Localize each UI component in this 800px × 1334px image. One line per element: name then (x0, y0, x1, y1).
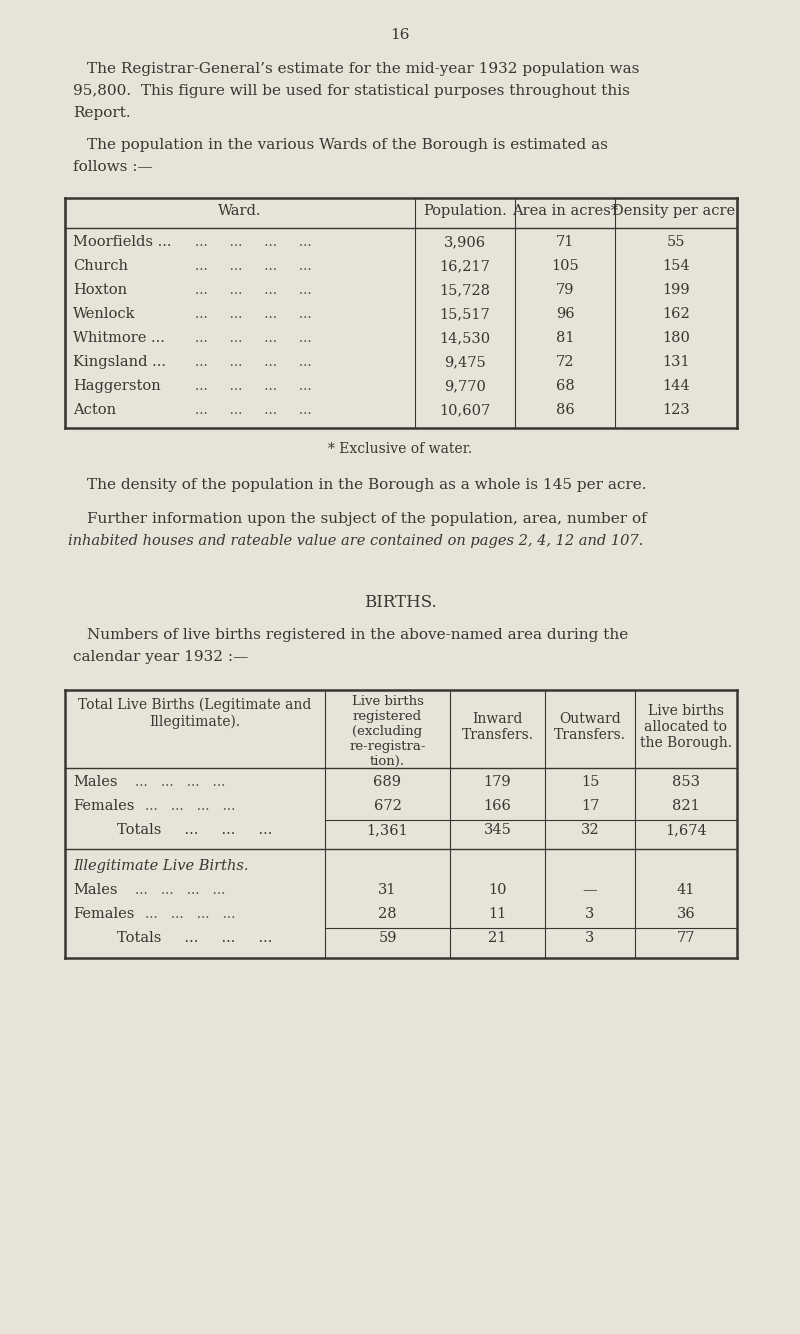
Text: ...     ...     ...     ...: ... ... ... ... (195, 259, 312, 273)
Text: The Registrar-General’s estimate for the mid-year 1932 population was: The Registrar-General’s estimate for the… (87, 61, 639, 76)
Text: 672: 672 (374, 799, 402, 812)
Text: Haggerston: Haggerston (73, 379, 161, 394)
Text: inhabited houses and rateable value are contained on pages 2, 4, 12 and 107.: inhabited houses and rateable value are … (68, 534, 643, 548)
Text: 1,674: 1,674 (665, 823, 707, 836)
Text: 1,361: 1,361 (366, 823, 408, 836)
Text: BIRTHS.: BIRTHS. (364, 594, 436, 611)
Text: ...   ...   ...   ...: ... ... ... ... (145, 799, 235, 812)
Text: 77: 77 (677, 931, 695, 944)
Text: Males: Males (73, 775, 118, 788)
Text: ...     ...     ...     ...: ... ... ... ... (195, 283, 312, 297)
Text: 154: 154 (662, 259, 690, 273)
Text: 72: 72 (556, 355, 574, 370)
Text: Females: Females (73, 907, 134, 920)
Text: 689: 689 (374, 775, 402, 788)
Text: follows :—: follows :— (73, 160, 153, 173)
Text: 96: 96 (556, 307, 574, 321)
Text: Acton: Acton (73, 403, 116, 418)
Text: Males: Males (73, 883, 118, 896)
Text: 86: 86 (556, 403, 574, 418)
Text: 9,475: 9,475 (444, 355, 486, 370)
Text: 180: 180 (662, 331, 690, 346)
Text: 17: 17 (581, 799, 599, 812)
Text: Kingsland ...: Kingsland ... (73, 355, 166, 370)
Text: ...     ...     ...     ...: ... ... ... ... (195, 331, 312, 346)
Text: 95,800.  This figure will be used for statistical purposes throughout this: 95,800. This figure will be used for sta… (73, 84, 630, 97)
Text: 15,517: 15,517 (440, 307, 490, 321)
Text: 55: 55 (666, 235, 686, 249)
Text: Moorfields ...: Moorfields ... (73, 235, 171, 249)
Text: 16,217: 16,217 (439, 259, 490, 273)
Text: 10,607: 10,607 (439, 403, 490, 418)
Text: 853: 853 (672, 775, 700, 788)
Text: Outward
Transfers.: Outward Transfers. (554, 712, 626, 742)
Text: 123: 123 (662, 403, 690, 418)
Text: calendar year 1932 :—: calendar year 1932 :— (73, 650, 248, 664)
Text: 36: 36 (677, 907, 695, 920)
Text: 10: 10 (488, 883, 506, 896)
Text: Total Live Births (Legitimate and
Illegitimate).: Total Live Births (Legitimate and Illegi… (78, 698, 312, 730)
Text: The population in the various Wards of the Borough is estimated as: The population in the various Wards of t… (87, 137, 608, 152)
Text: ...     ...     ...     ...: ... ... ... ... (195, 355, 312, 370)
Text: 81: 81 (556, 331, 574, 346)
Text: 28: 28 (378, 907, 397, 920)
Text: The density of the population in the Borough as a whole is 145 per acre.: The density of the population in the Bor… (87, 478, 646, 492)
Text: Numbers of live births registered in the above-named area during the: Numbers of live births registered in the… (87, 628, 628, 642)
Text: Area in acres*: Area in acres* (512, 204, 618, 217)
Text: 32: 32 (581, 823, 599, 836)
Text: Further information upon the subject of the population, area, number of: Further information upon the subject of … (87, 512, 646, 526)
Text: Inward
Transfers.: Inward Transfers. (462, 712, 534, 742)
Text: 15,728: 15,728 (439, 283, 490, 297)
Text: 144: 144 (662, 379, 690, 394)
Text: Density per acre.: Density per acre. (612, 204, 740, 217)
Text: ...     ...     ...     ...: ... ... ... ... (195, 403, 312, 418)
Text: 16: 16 (390, 28, 410, 41)
Text: 41: 41 (677, 883, 695, 896)
Text: Report.: Report. (73, 105, 130, 120)
Text: Totals     ...     ...     ...: Totals ... ... ... (118, 823, 273, 836)
Text: 166: 166 (483, 799, 511, 812)
Text: * Exclusive of water.: * Exclusive of water. (328, 442, 472, 456)
Text: —: — (582, 883, 598, 896)
Text: 162: 162 (662, 307, 690, 321)
Text: 3: 3 (586, 907, 594, 920)
Text: Live births
registered
(excluding
re-registra-
tion).: Live births registered (excluding re-reg… (350, 695, 426, 768)
Text: ...     ...     ...     ...: ... ... ... ... (195, 307, 312, 321)
Text: Church: Church (73, 259, 128, 273)
Text: 199: 199 (662, 283, 690, 297)
Text: ...   ...   ...   ...: ... ... ... ... (135, 883, 226, 896)
Text: 21: 21 (488, 931, 506, 944)
Text: 105: 105 (551, 259, 579, 273)
Text: ...     ...     ...     ...: ... ... ... ... (195, 235, 312, 249)
Text: Whitmore ...: Whitmore ... (73, 331, 165, 346)
Text: 15: 15 (581, 775, 599, 788)
Text: Live births
allocated to
the Borough.: Live births allocated to the Borough. (640, 704, 732, 751)
Text: Ward.: Ward. (218, 204, 262, 217)
Text: Population.: Population. (423, 204, 507, 217)
Text: 131: 131 (662, 355, 690, 370)
Text: 79: 79 (556, 283, 574, 297)
Text: 14,530: 14,530 (439, 331, 490, 346)
Text: 345: 345 (483, 823, 511, 836)
Text: 821: 821 (672, 799, 700, 812)
Text: 68: 68 (556, 379, 574, 394)
Text: 31: 31 (378, 883, 397, 896)
Text: Females: Females (73, 799, 134, 812)
Text: 3,906: 3,906 (444, 235, 486, 249)
Text: 71: 71 (556, 235, 574, 249)
Text: Wenlock: Wenlock (73, 307, 135, 321)
Text: 179: 179 (484, 775, 511, 788)
Text: 59: 59 (378, 931, 397, 944)
Text: ...   ...   ...   ...: ... ... ... ... (135, 775, 226, 788)
Text: ...     ...     ...     ...: ... ... ... ... (195, 379, 312, 394)
Text: 11: 11 (488, 907, 506, 920)
Text: 9,770: 9,770 (444, 379, 486, 394)
Text: Illegitimate Live Births.: Illegitimate Live Births. (73, 859, 249, 872)
Text: 3: 3 (586, 931, 594, 944)
Text: Totals     ...     ...     ...: Totals ... ... ... (118, 931, 273, 944)
Text: Hoxton: Hoxton (73, 283, 127, 297)
Text: ...   ...   ...   ...: ... ... ... ... (145, 907, 235, 920)
